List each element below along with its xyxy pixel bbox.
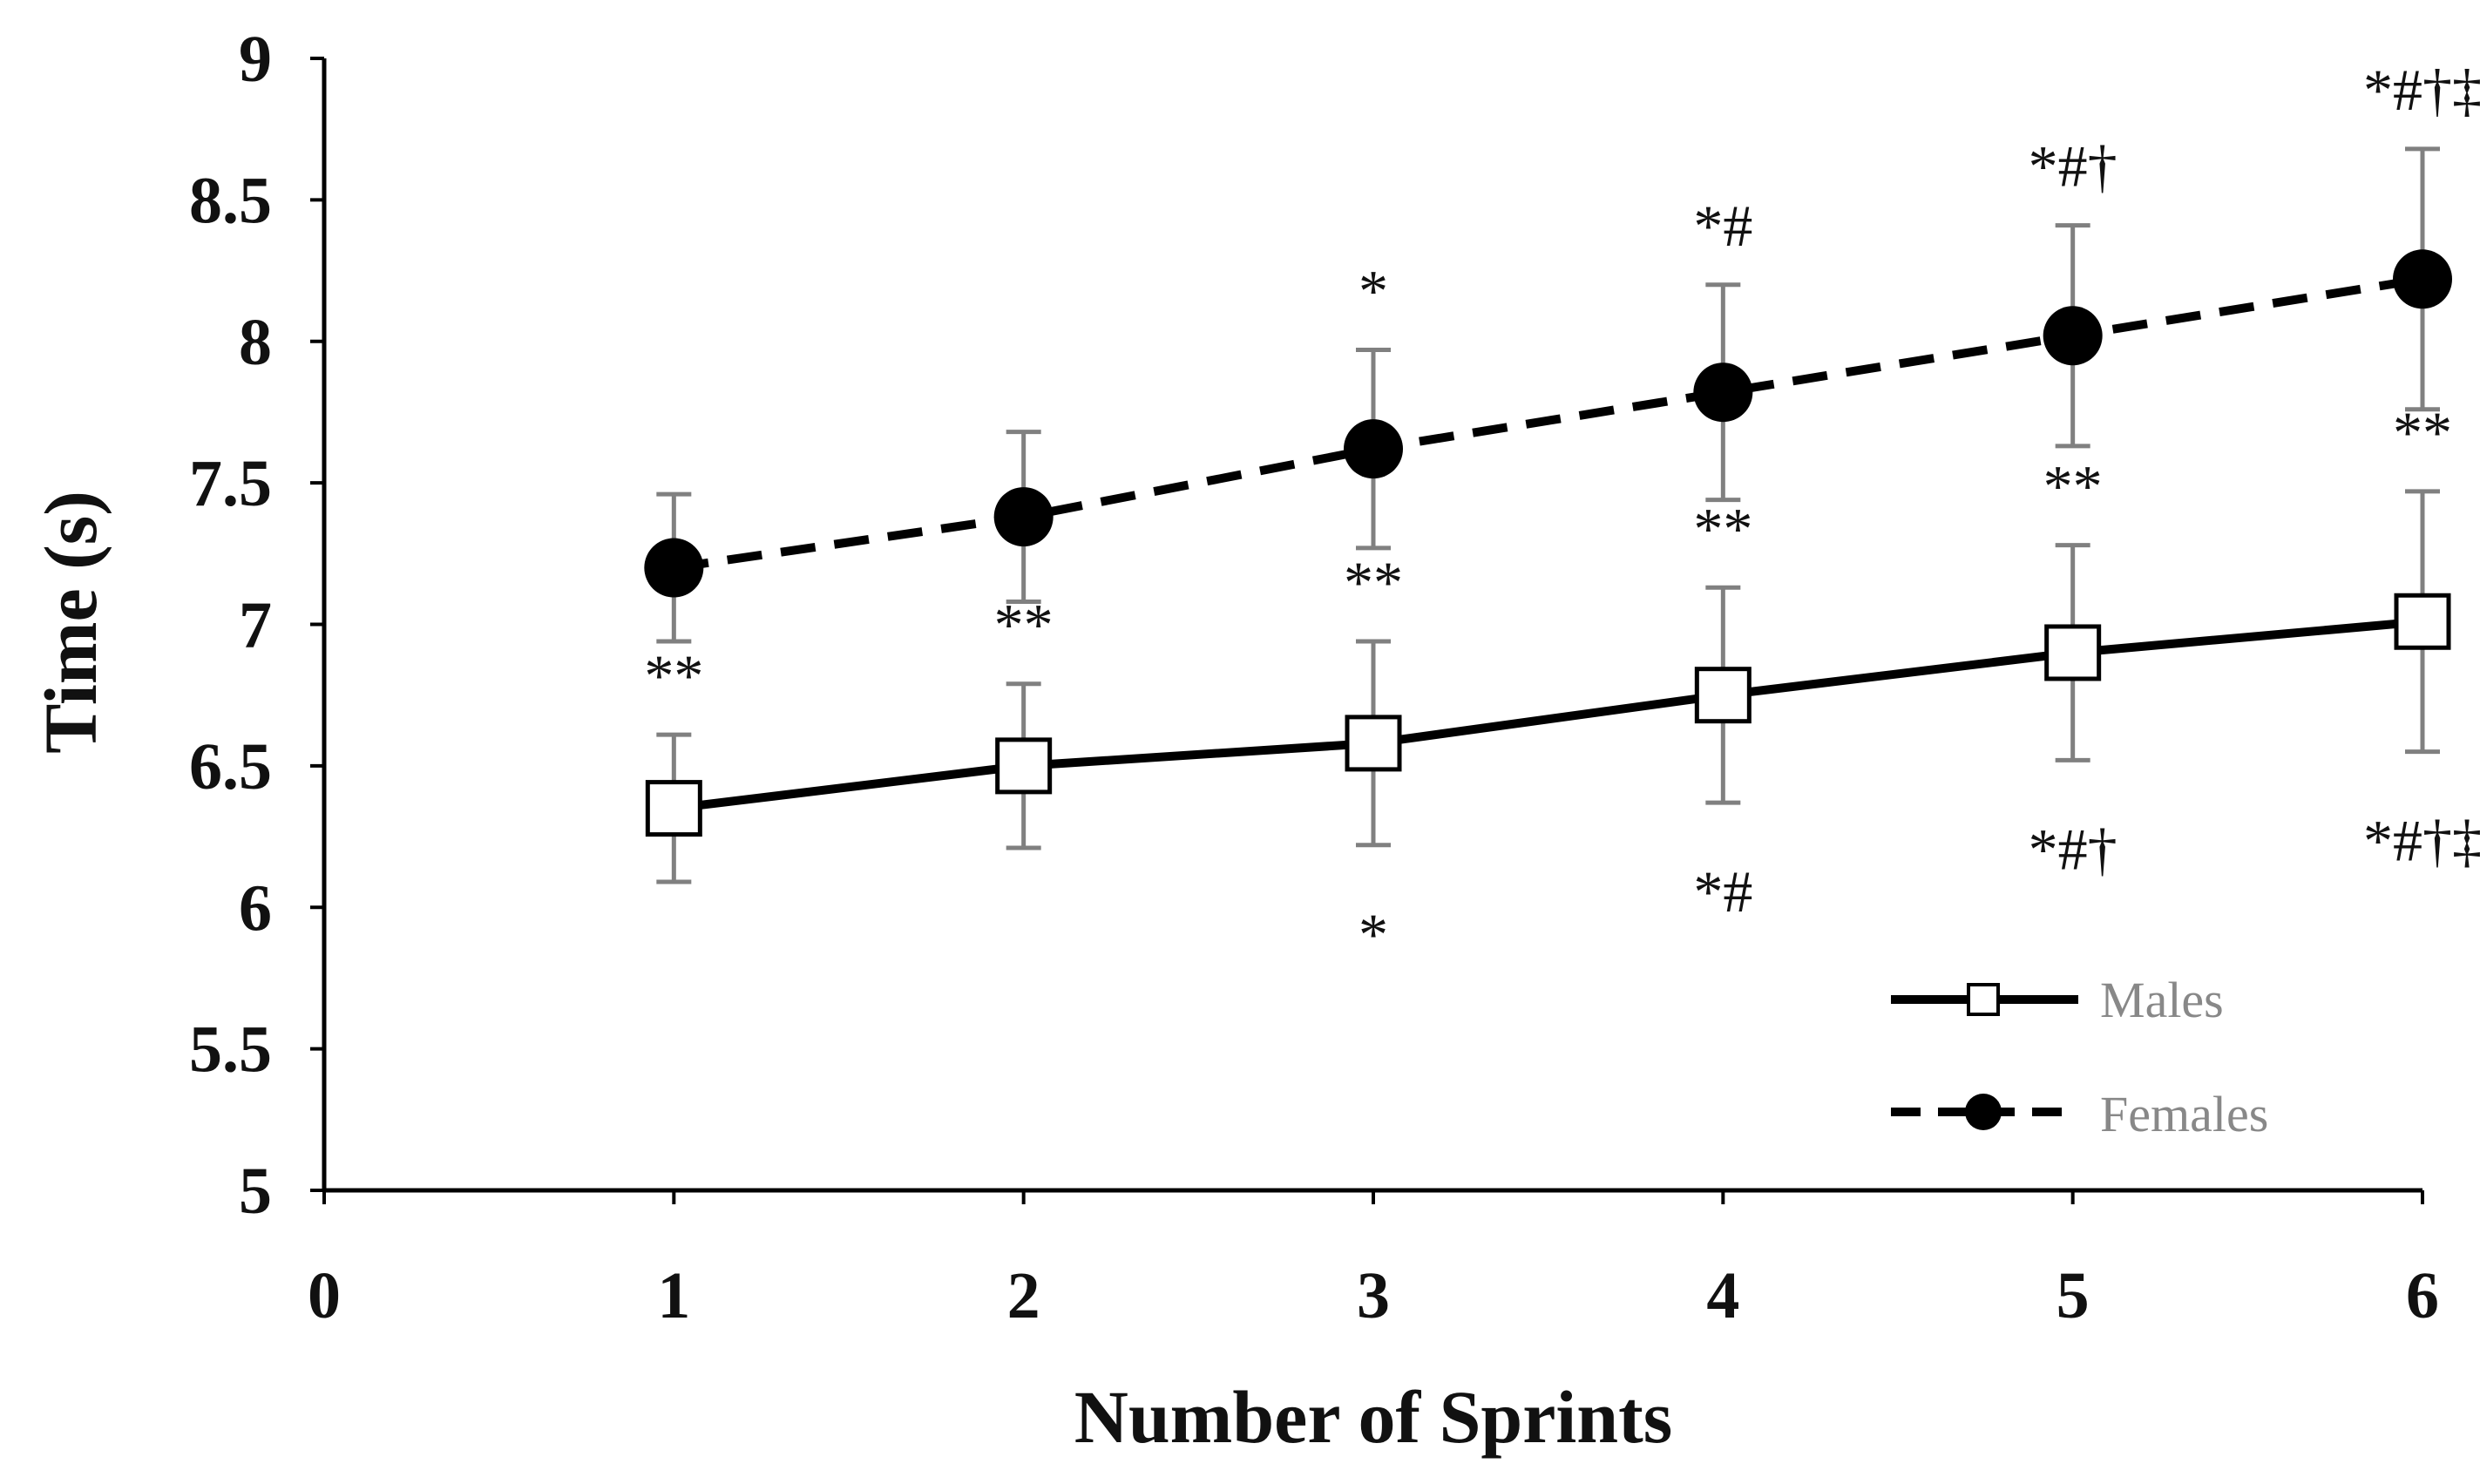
data-point-males [2394,593,2451,650]
y-tick-label: 7 [239,589,272,662]
legend-marker-females [1965,1094,2002,1130]
annotation-males-below: *#† [2029,816,2117,882]
legend-marker-males [1967,983,2000,1016]
data-point-females [644,538,704,598]
y-tick-label: 8 [239,306,272,379]
significance-annotations: **************#*#† *#†‡**#*#†*#†‡ [644,57,2480,967]
series-markers [644,249,2452,837]
annotation-females-above: *#†‡ [2363,57,2480,123]
series-line-males [673,617,2423,813]
data-point-females [993,487,1054,547]
annotation-males-above: ** [2043,453,2103,519]
series-line-females [673,274,2423,573]
data-point-males [645,780,702,837]
annotation-males-above: ** [644,642,703,708]
y-tick-label: 5 [239,1155,272,1228]
data-point-females [2043,306,2103,366]
x-tick-label: 6 [2406,1259,2439,1332]
annotation-females-above: * [1359,257,1388,323]
data-point-males [2044,624,2102,681]
y-tick-label: 8.5 [189,164,272,237]
x-tick-label: 4 [1706,1259,1739,1332]
data-point-males [1694,667,1752,724]
data-point-females [2393,249,2452,309]
legend-label-females: Females [2100,1086,2268,1142]
y-axis-title: Time (s) [29,491,112,754]
annotation-males-below: *# [1693,858,1752,925]
y-tick-label: 6.5 [189,730,272,803]
legend-item-females: Females [1891,1086,2268,1142]
legend-label-males: Males [2100,972,2224,1028]
x-axis-title: Number of Sprints [1074,1375,1673,1459]
y-tick-label: 9 [239,23,272,96]
annotation-males-below: * [1359,901,1388,967]
annotation-females-above: *# [1693,193,1752,259]
ticks-layer: 5 5.5 6 6.5 7 7.5 8 8.5 9 0 1 2 3 4 5 6 [189,23,2439,1332]
y-tick-label: 5.5 [189,1013,272,1087]
x-tick-label: 1 [657,1259,690,1332]
annotation-females-above: *#† [2029,133,2117,200]
data-point-males [1345,715,1402,772]
legend: Males Females [1891,972,2268,1142]
x-tick-label: 2 [1007,1259,1040,1332]
annotation-males-above: ** [2393,399,2452,465]
error-bars [656,146,2440,884]
data-point-females [1693,363,1753,423]
data-point-females [1344,419,1403,479]
series-lines [673,274,2423,813]
x-tick-label: 0 [308,1259,341,1332]
legend-item-males: Males [1891,972,2224,1028]
y-tick-label: 6 [239,871,272,945]
x-tick-label: 5 [2057,1259,2090,1332]
y-tick-label: 7.5 [189,447,272,520]
data-point-males [995,737,1053,795]
annotation-males-above: ** [1344,549,1403,615]
annotation-males-below: *#†‡ [2363,808,2480,874]
annotation-males-above: ** [994,592,1054,658]
x-tick-label: 3 [1357,1259,1390,1332]
annotation-males-above: ** [1693,495,1752,561]
